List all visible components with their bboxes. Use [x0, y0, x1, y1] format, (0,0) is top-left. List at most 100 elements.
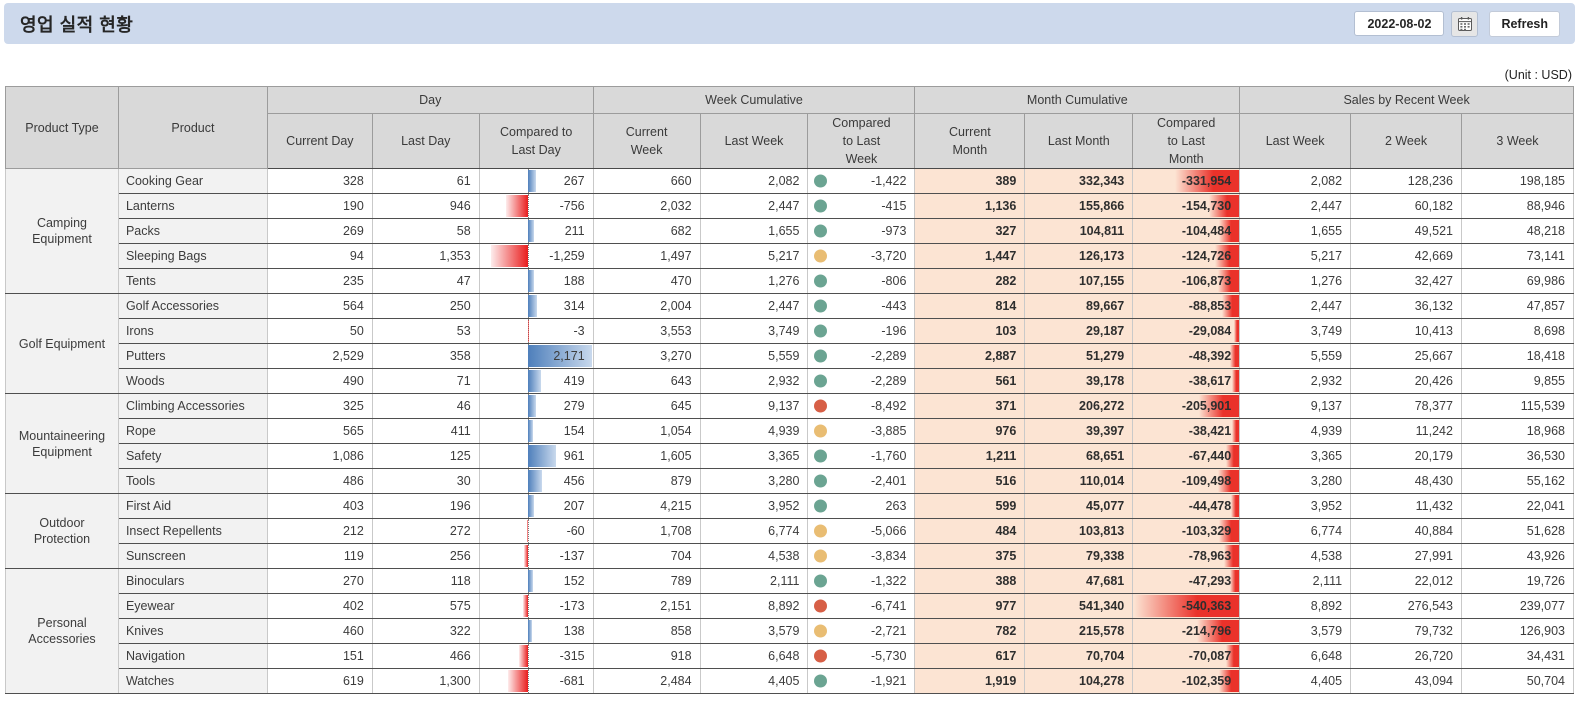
cell-compared-last-week: -443: [808, 294, 915, 319]
cell-last-month: 51,279: [1025, 344, 1133, 369]
cell-compared-last-month: -38,617: [1133, 369, 1240, 394]
cell-recent-3-week: 47,857: [1461, 294, 1573, 319]
product-cell: Sunscreen: [118, 544, 267, 569]
compared-day-value: 961: [564, 449, 585, 463]
cell-recent-last-week: 4,405: [1240, 669, 1351, 694]
cell-current-week: 3,270: [593, 344, 700, 369]
table-row: Outdoor ProtectionFirst Aid4031962074,21…: [6, 494, 1574, 519]
cell-compared-last-day: -3: [479, 319, 593, 344]
compared-month-value: -214,796: [1182, 624, 1231, 638]
app-header: 영업 실적 현황: [4, 3, 1575, 44]
zero-axis-line: [528, 594, 529, 618]
cell-last-day: 250: [372, 294, 479, 319]
compared-week-value: -973: [881, 224, 906, 238]
cell-recent-last-week: 5,559: [1240, 344, 1351, 369]
status-dot-green: [814, 375, 827, 388]
cell-recent-last-week: 2,447: [1240, 194, 1351, 219]
compared-day-value: -756: [560, 199, 585, 213]
cell-recent-2-week: 48,430: [1351, 469, 1462, 494]
calendar-button[interactable]: [1451, 11, 1478, 37]
positive-day-bar: [528, 220, 534, 242]
cell-current-week: 643: [593, 369, 700, 394]
zero-axis-line: [528, 244, 529, 268]
table-row: Personal AccessoriesBinoculars2701181527…: [6, 569, 1574, 594]
status-dot-red: [814, 650, 827, 663]
cell-compared-last-day: 188: [479, 269, 593, 294]
negative-month-bar: [1231, 495, 1240, 517]
cell-last-week: 5,217: [700, 244, 808, 269]
table-row: Mountaineering EquipmentClimbing Accesso…: [6, 394, 1574, 419]
cell-last-day: 322: [372, 619, 479, 644]
compared-month-value: -124,726: [1182, 249, 1231, 263]
cell-last-month: 39,178: [1025, 369, 1133, 394]
cell-recent-3-week: 51,628: [1461, 519, 1573, 544]
col-last-day: Last Day: [372, 114, 479, 169]
product-type-cell: Mountaineering Equipment: [6, 394, 119, 494]
cell-current-day: 619: [267, 669, 372, 694]
cell-recent-2-week: 22,012: [1351, 569, 1462, 594]
cell-recent-last-week: 3,749: [1240, 319, 1351, 344]
date-input[interactable]: [1354, 11, 1444, 36]
col-group-recent: Sales by Recent Week: [1240, 87, 1574, 114]
cell-last-week: 2,447: [700, 194, 808, 219]
cell-recent-2-week: 10,413: [1351, 319, 1462, 344]
cell-recent-2-week: 49,521: [1351, 219, 1462, 244]
cell-last-day: 30: [372, 469, 479, 494]
cell-compared-last-week: 263: [808, 494, 915, 519]
cell-compared-last-month: -154,730: [1133, 194, 1240, 219]
cell-compared-last-day: 154: [479, 419, 593, 444]
negative-month-bar: [1230, 570, 1239, 592]
cell-compared-last-day: 211: [479, 219, 593, 244]
zero-axis-line: [528, 519, 529, 543]
cell-current-month: 1,919: [915, 669, 1025, 694]
cell-last-week: 3,952: [700, 494, 808, 519]
cell-current-week: 2,032: [593, 194, 700, 219]
cell-compared-last-day: 2,171: [479, 344, 593, 369]
cell-recent-3-week: 9,855: [1461, 369, 1573, 394]
cell-last-week: 4,939: [700, 419, 808, 444]
compared-day-value: 138: [564, 624, 585, 638]
cell-current-day: 565: [267, 419, 372, 444]
cell-current-week: 2,484: [593, 669, 700, 694]
refresh-button[interactable]: Refresh: [1489, 11, 1560, 37]
cell-last-week: 9,137: [700, 394, 808, 419]
cell-compared-last-month: -70,087: [1133, 644, 1240, 669]
cell-current-month: 599: [915, 494, 1025, 519]
compared-day-value: -3: [574, 324, 585, 338]
cell-compared-last-week: -2,721: [808, 619, 915, 644]
table-row: Lanterns190946-7562,0322,447-4151,136155…: [6, 194, 1574, 219]
cell-current-month: 617: [915, 644, 1025, 669]
cell-recent-2-week: 128,236: [1351, 169, 1462, 194]
compared-week-value: -5,066: [871, 524, 906, 538]
table-body: Camping EquipmentCooking Gear32861267660…: [6, 169, 1574, 694]
negative-day-bar: [491, 245, 528, 267]
compared-month-value: -331,954: [1182, 174, 1231, 188]
cell-last-day: 272: [372, 519, 479, 544]
cell-last-month: 332,343: [1025, 169, 1133, 194]
cell-compared-last-day: -137: [479, 544, 593, 569]
cell-recent-last-week: 3,280: [1240, 469, 1351, 494]
cell-last-week: 2,447: [700, 294, 808, 319]
cell-recent-last-week: 1,276: [1240, 269, 1351, 294]
compared-week-value: -1,422: [871, 174, 906, 188]
cell-recent-last-week: 6,774: [1240, 519, 1351, 544]
cell-recent-last-week: 8,892: [1240, 594, 1351, 619]
cell-compared-last-week: -973: [808, 219, 915, 244]
cell-compared-last-day: -681: [479, 669, 593, 694]
cell-last-day: 1,300: [372, 669, 479, 694]
cell-compared-last-month: -109,498: [1133, 469, 1240, 494]
cell-compared-last-week: -5,066: [808, 519, 915, 544]
compared-month-value: -106,873: [1182, 274, 1231, 288]
col-group-week: Week Cumulative: [593, 87, 915, 114]
cell-last-month: 29,187: [1025, 319, 1133, 344]
cell-recent-3-week: 73,141: [1461, 244, 1573, 269]
negative-month-bar: [1234, 320, 1240, 342]
unit-label: (Unit : USD): [0, 68, 1572, 82]
sales-table: Product Type Product Day Week Cumulative…: [5, 86, 1574, 694]
product-cell: Binoculars: [118, 569, 267, 594]
compared-day-value: -1,259: [549, 249, 584, 263]
cell-recent-3-week: 88,946: [1461, 194, 1573, 219]
table-row: Watches6191,300-6812,4844,405-1,9211,919…: [6, 669, 1574, 694]
table-row: Packs269582116821,655-973327104,811-104,…: [6, 219, 1574, 244]
cell-recent-2-week: 60,182: [1351, 194, 1462, 219]
